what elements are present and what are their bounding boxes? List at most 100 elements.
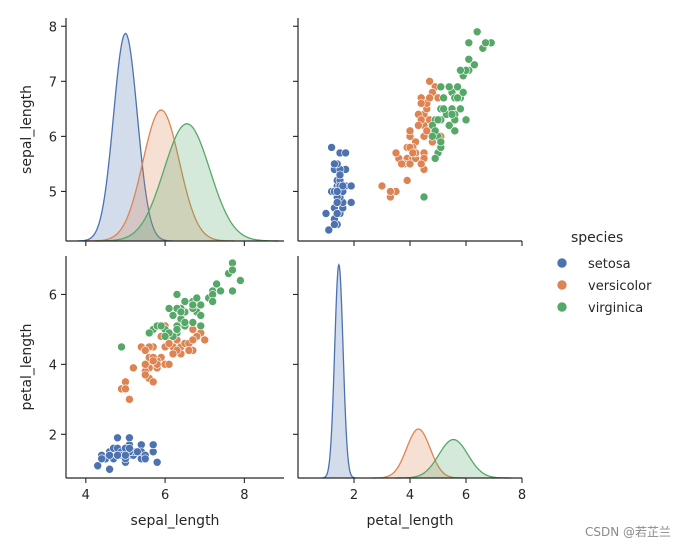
point-virginica-petal_length-sepal_length-39 [444, 82, 454, 92]
kde-line-sepal_length-setosa [77, 32, 174, 242]
point-setosa-petal_length-sepal_length-46 [338, 181, 348, 191]
point-virginica-petal_length-sepal_length-7 [470, 60, 479, 70]
point-versicolor-petal_length-sepal_length-48 [377, 181, 387, 191]
point-virginica-sepal_length-petal_length-38 [160, 332, 170, 341]
kde-fill-petal_length-setosa [322, 264, 356, 478]
point-virginica-sepal_length-petal_length-31 [236, 276, 245, 285]
point-versicolor-sepal_length-petal_length-40 [140, 346, 150, 355]
point-setosa-sepal_length-petal_length-49 [121, 450, 130, 460]
point-setosa-sepal_length-petal_length-18 [148, 440, 158, 450]
y-tick-label: 7 [49, 75, 57, 90]
point-virginica-petal_length-sepal_length-48 [444, 121, 454, 130]
point-versicolor-sepal_length-petal_length-43 [121, 384, 130, 394]
point-setosa-sepal_length-petal_length-47 [105, 450, 114, 460]
point-virginica-sepal_length-petal_length-45 [188, 318, 198, 327]
kde-line-petal_length-virginica [395, 438, 512, 479]
point-setosa-petal_length-sepal_length-14 [327, 143, 336, 152]
point-versicolor-petal_length-sepal_length-0 [425, 77, 434, 86]
kde-line-sepal_length-virginica [94, 123, 279, 242]
point-virginica-petal_length-sepal_length-41 [436, 82, 446, 92]
point-virginica-sepal_length-petal_length-22 [228, 265, 237, 275]
kde-fill-sepal_length-versicolor [88, 109, 235, 241]
point-virginica-sepal_length-petal_length-44 [188, 300, 198, 310]
point-versicolor-petal_length-sepal_length-49 [408, 148, 418, 158]
kde-fill-petal_length-versicolor [371, 429, 466, 478]
point-virginica-petal_length-sepal_length-35 [464, 38, 474, 48]
point-virginica-sepal_length-petal_length-49 [156, 321, 166, 331]
point-setosa-sepal_length-petal_length-36 [140, 454, 150, 464]
point-virginica-sepal_length-petal_length-48 [168, 311, 178, 320]
point-setosa-sepal_length-petal_length-24 [113, 433, 122, 443]
point-versicolor-sepal_length-petal_length-25 [184, 346, 194, 355]
point-versicolor-petal_length-sepal_length-43 [386, 187, 395, 196]
x-tick-label: 4 [406, 488, 414, 503]
point-virginica-petal_length-sepal_length-34 [450, 126, 460, 136]
point-setosa-sepal_length-petal_length-42 [97, 454, 106, 464]
point-virginica-sepal_length-petal_length-20 [196, 300, 206, 310]
panel-petal_length-vs-sepal_length [93, 258, 245, 474]
point-virginica-sepal_length-petal_length-7 [212, 279, 221, 289]
point-versicolor-sepal_length-petal_length-29 [148, 377, 158, 387]
legend-label-versicolor: versicolor [588, 279, 652, 294]
point-virginica-petal_length-sepal_length-21 [430, 154, 440, 163]
point-versicolor-sepal_length-petal_length-41 [164, 339, 174, 348]
point-versicolor-sepal_length-petal_length-9 [129, 363, 138, 373]
point-virginica-sepal_length-petal_length-47 [180, 318, 190, 327]
point-setosa-petal_length-sepal_length-36 [330, 159, 339, 169]
point-virginica-petal_length-sepal_length-43 [458, 88, 468, 97]
legend-marker-virginica [556, 301, 568, 313]
point-versicolor-petal_length-sepal_length-41 [422, 126, 432, 136]
legend-title: species [571, 230, 623, 246]
panel-sepal_length-vs-sepal_length [77, 32, 279, 242]
point-virginica-sepal_length-petal_length-39 [196, 311, 206, 320]
legend-label-virginica: virginica [588, 301, 643, 316]
kde-fill-sepal_length-setosa [77, 33, 174, 241]
y-tick-label: 5 [49, 185, 57, 200]
point-virginica-petal_length-sepal_length-46 [433, 115, 443, 125]
point-versicolor-sepal_length-petal_length-36 [188, 335, 198, 345]
point-virginica-petal_length-sepal_length-31 [472, 27, 482, 37]
point-setosa-petal_length-sepal_length-13 [324, 225, 334, 235]
point-virginica-sepal_length-petal_length-34 [164, 304, 174, 313]
point-versicolor-petal_length-sepal_length-47 [414, 121, 423, 130]
point-virginica-sepal_length-petal_length-4 [180, 297, 190, 306]
legend-marker-versicolor [556, 279, 568, 291]
point-virginica-sepal_length-petal_length-29 [208, 297, 217, 306]
point-virginica-sepal_length-petal_length-30 [216, 286, 225, 296]
kde-fill-sepal_length-virginica [94, 123, 279, 241]
x-tick-label: 2 [350, 488, 358, 503]
x-axis-label-sepal: sepal_length [131, 513, 220, 529]
panel-petal_length-vs-petal_length [322, 263, 512, 479]
point-setosa-sepal_length-petal_length-14 [152, 457, 162, 467]
point-virginica-sepal_length-petal_length-43 [192, 293, 202, 303]
point-setosa-sepal_length-petal_length-45 [113, 450, 122, 460]
point-setosa-petal_length-sepal_length-45 [332, 198, 342, 207]
x-tick-label: 6 [462, 488, 470, 503]
point-setosa-sepal_length-petal_length-22 [105, 464, 114, 474]
point-versicolor-petal_length-sepal_length-29 [391, 148, 401, 158]
point-setosa-petal_length-sepal_length-42 [330, 220, 339, 229]
point-setosa-sepal_length-petal_length-13 [93, 461, 103, 471]
x-tick-label: 8 [240, 488, 248, 503]
point-setosa-sepal_length-petal_length-44 [125, 433, 134, 443]
point-versicolor-sepal_length-petal_length-48 [125, 395, 134, 404]
point-versicolor-sepal_length-petal_length-31 [140, 370, 150, 380]
point-versicolor-sepal_length-petal_length-39 [140, 360, 150, 369]
point-setosa-petal_length-sepal_length-47 [332, 209, 342, 218]
point-versicolor-petal_length-sepal_length-31 [397, 159, 406, 169]
point-versicolor-sepal_length-petal_length-49 [148, 356, 158, 366]
point-virginica-petal_length-sepal_length-20 [453, 82, 462, 92]
point-virginica-petal_length-sepal_length-4 [456, 104, 465, 114]
point-virginica-petal_length-sepal_length-22 [481, 38, 490, 48]
point-versicolor-petal_length-sepal_length-25 [416, 99, 426, 108]
kde-fill-petal_length-virginica [395, 439, 512, 478]
point-versicolor-sepal_length-petal_length-47 [168, 349, 178, 359]
y-tick-label: 8 [49, 20, 57, 35]
y-axis-label-petal: petal_length [19, 323, 35, 410]
point-virginica-sepal_length-petal_length-0 [172, 290, 182, 299]
point-virginica-petal_length-sepal_length-47 [439, 104, 448, 114]
point-virginica-sepal_length-petal_length-41 [196, 321, 206, 331]
kde-line-petal_length-setosa [322, 263, 356, 479]
kde-line-petal_length-versicolor [371, 428, 466, 479]
